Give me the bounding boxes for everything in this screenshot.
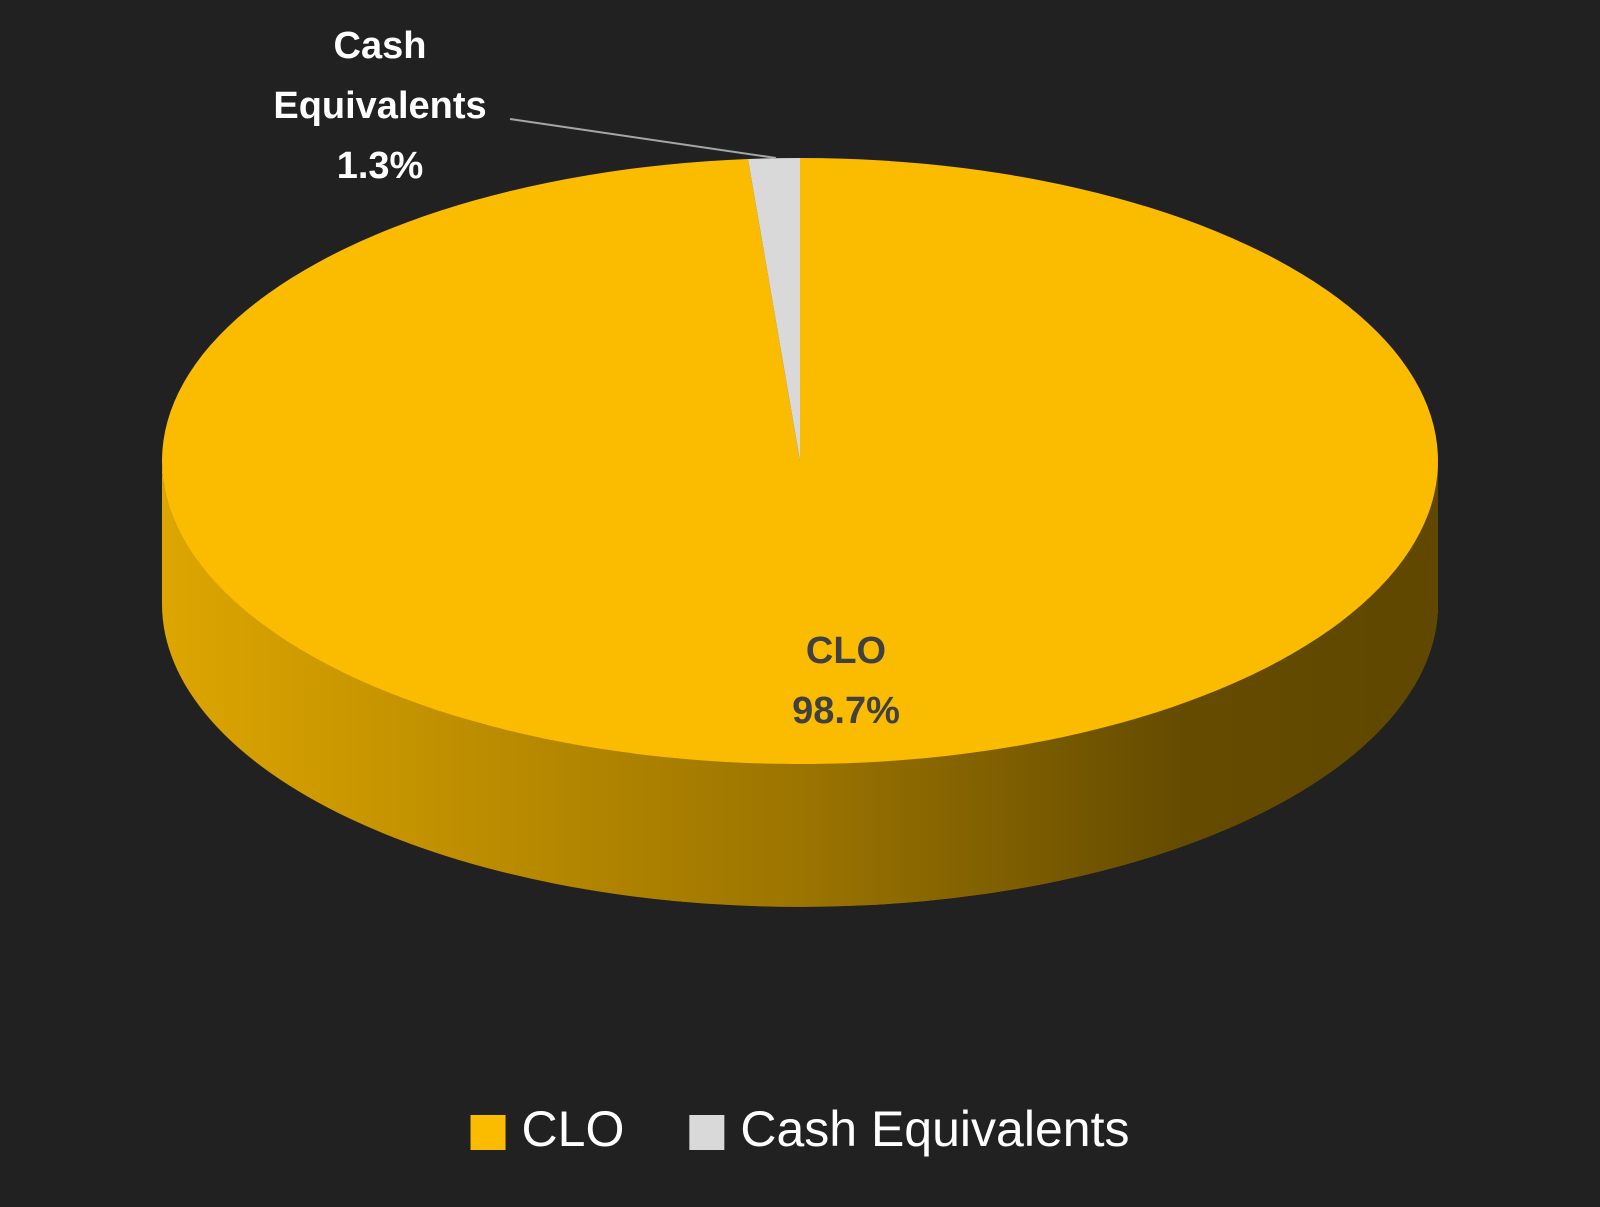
leader-line: [509, 118, 777, 159]
label-value: 98.7%: [792, 690, 900, 732]
label-category: Cash Equivalents: [273, 25, 487, 127]
pie-slice: [747, 158, 800, 461]
label-value: 1.3%: [336, 145, 424, 187]
legend: CLO Cash Equivalents: [470, 1101, 1129, 1157]
legend-label: CLO: [522, 1101, 625, 1157]
legend-swatch: [470, 1115, 506, 1150]
pie-slice: [161, 158, 1438, 765]
pie-side-shade: [162, 461, 1438, 907]
legend-label: Cash Equivalents: [740, 1101, 1129, 1157]
legend-swatch: [689, 1115, 725, 1150]
label-category: CLO: [805, 630, 887, 672]
data-label: CLO 98.7%: [696, 621, 996, 741]
data-label: Cash Equivalents 1.3%: [240, 16, 520, 196]
